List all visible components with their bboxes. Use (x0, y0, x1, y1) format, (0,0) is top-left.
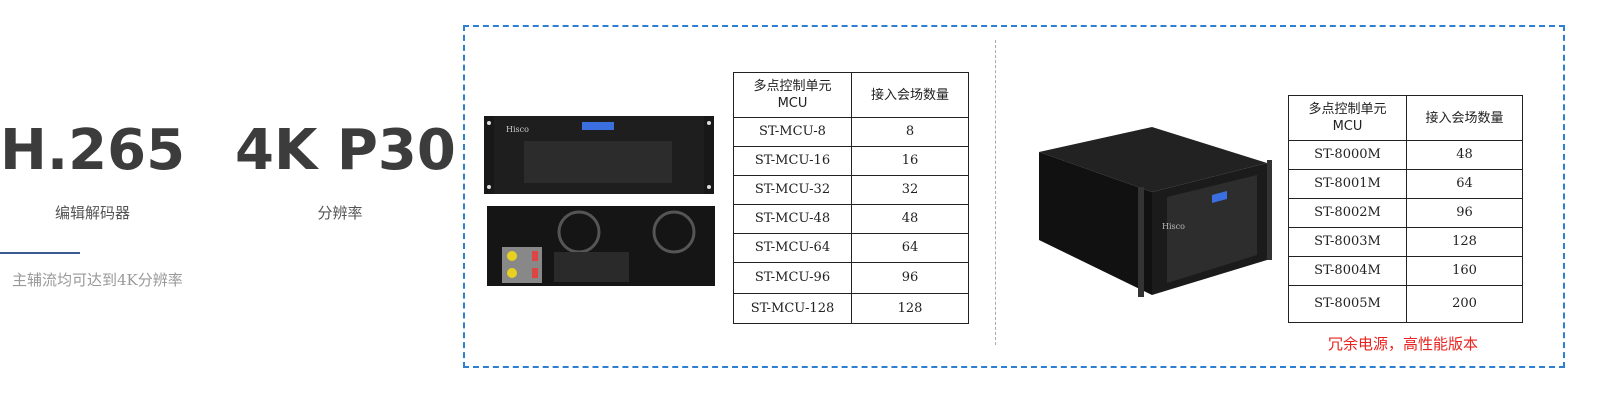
header-mcu: 多点控制单元 MCU (733, 72, 852, 118)
count-cell: 48 (1406, 140, 1523, 170)
codec-value: H.265 (0, 118, 186, 183)
count-cell: 32 (851, 175, 969, 205)
header-count: 接入会场数量 (1406, 95, 1523, 141)
resolution-label: 分辨率 (317, 204, 363, 222)
table-row: ST-MCU-8 8 (733, 117, 969, 147)
mcu-8000-device-image: Hisco (1039, 127, 1272, 297)
product-panel (463, 25, 1565, 368)
model-cell: ST-MCU-128 (733, 293, 852, 324)
count-cell: 96 (1406, 198, 1523, 228)
table-row: ST-MCU-64 64 (733, 233, 969, 263)
codec-label: 编辑解码器 (54, 204, 130, 222)
header-count: 接入会场数量 (851, 72, 969, 118)
count-cell: 128 (1406, 227, 1523, 257)
model-cell: ST-8001M (1288, 169, 1407, 199)
model-cell: ST-MCU-96 (733, 262, 852, 294)
mcu-8000-table: 多点控制单元 MCU 接入会场数量 ST-8000M 48 ST-8001M 64 ST… (1288, 95, 1523, 323)
table-row: ST-MCU-48 48 (733, 204, 969, 234)
panel-divider (995, 40, 996, 345)
count-cell: 16 (851, 146, 969, 176)
mcu-table: 多点控制单元 MCU 接入会场数量 ST-MCU-8 8 ST-MCU-16 16 ST… (733, 72, 969, 324)
model-cell: ST-8000M (1288, 140, 1407, 170)
count-cell: 160 (1406, 256, 1523, 286)
model-cell: ST-8002M (1288, 198, 1407, 228)
accent-line (0, 252, 80, 254)
redundancy-note: 冗余电源，高性能版本 (1328, 335, 1479, 353)
table-row: ST-MCU-128 128 (733, 293, 969, 324)
header-mcu-line1: 多点控制单元 (753, 79, 832, 94)
table-row: ST-8004M 160 (1288, 256, 1523, 286)
header-mcu-line2: MCU (777, 96, 808, 111)
model-cell: ST-MCU-32 (733, 175, 852, 205)
count-cell: 96 (851, 262, 969, 294)
header-mcu-line2: MCU (1332, 119, 1363, 134)
table-row: ST-MCU-32 32 (733, 175, 969, 205)
count-cell: 200 (1406, 285, 1523, 323)
table-row: ST-8001M 64 (1288, 169, 1523, 199)
count-cell: 64 (851, 233, 969, 263)
table-row: ST-8005M 200 (1288, 285, 1523, 323)
header-mcu: 多点控制单元 MCU (1288, 95, 1407, 141)
resolution-note: 主辅流均可达到4K分辨率 (12, 271, 183, 289)
mcu-device-front-rear-image: Hisco (484, 116, 715, 286)
model-cell: ST-8004M (1288, 256, 1407, 286)
count-cell: 48 (851, 204, 969, 234)
table-row: ST-MCU-96 96 (733, 262, 969, 294)
count-cell: 128 (851, 293, 969, 324)
model-cell: ST-MCU-48 (733, 204, 852, 234)
model-cell: ST-MCU-8 (733, 117, 852, 147)
model-cell: ST-8005M (1288, 285, 1407, 323)
table-row: ST-8000M 48 (1288, 140, 1523, 170)
brand-logo: Hisco (1162, 222, 1185, 231)
count-cell: 8 (851, 117, 969, 147)
table-row: ST-8003M 128 (1288, 227, 1523, 257)
model-cell: ST-8003M (1288, 227, 1407, 257)
brand-logo: Hisco (506, 125, 529, 134)
table-row: ST-MCU-16 16 (733, 146, 969, 176)
model-cell: ST-MCU-16 (733, 146, 852, 176)
count-cell: 64 (1406, 169, 1523, 199)
table-row: ST-8002M 96 (1288, 198, 1523, 228)
resolution-value: 4K P30 (235, 118, 456, 183)
header-mcu-line1: 多点控制单元 (1308, 102, 1387, 117)
model-cell: ST-MCU-64 (733, 233, 852, 263)
